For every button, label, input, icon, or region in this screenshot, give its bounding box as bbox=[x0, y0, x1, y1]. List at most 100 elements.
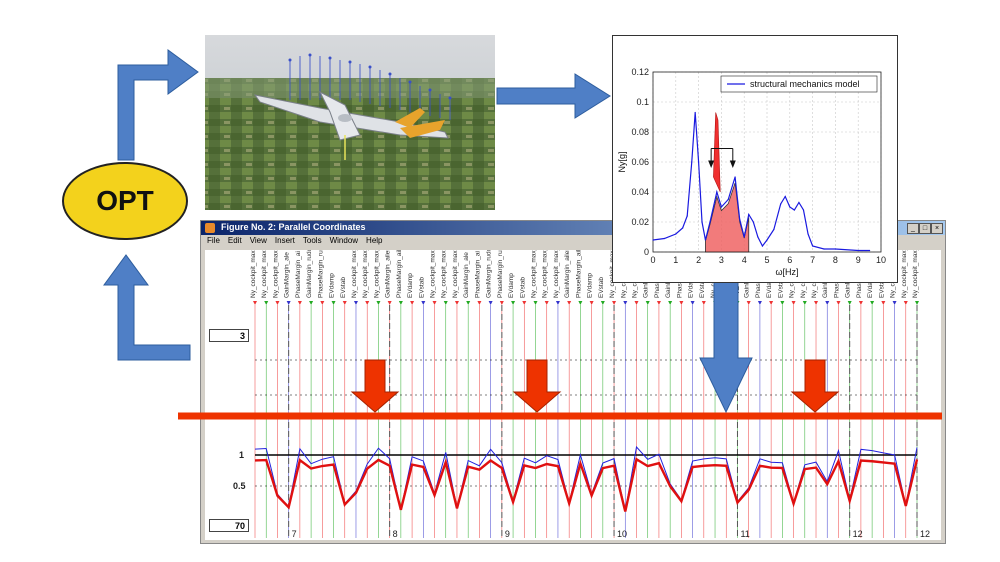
column-label: EVdamp bbox=[407, 273, 414, 298]
axis-marker bbox=[432, 301, 437, 305]
column-label: Ny_cockpit_max_1_rudder bbox=[351, 250, 358, 298]
column-label: PhaseMargin_rudder bbox=[497, 250, 504, 298]
y-tick-label: 0.08 bbox=[631, 127, 649, 137]
axis-marker bbox=[690, 301, 695, 305]
axis-marker bbox=[612, 301, 617, 305]
axis-marker bbox=[847, 301, 852, 305]
column-label: GainMargin_ale bbox=[463, 252, 470, 298]
data-point bbox=[739, 218, 741, 220]
menu-insert[interactable]: Insert bbox=[274, 236, 295, 245]
column-label: Ny_cockpit_max_2_rudder bbox=[542, 250, 549, 298]
red-down-arrow bbox=[512, 359, 562, 413]
axis-marker bbox=[836, 301, 841, 305]
axis-marker bbox=[365, 301, 370, 305]
column-label: PhaseMargin_ai bbox=[295, 251, 302, 298]
window-title: Figure No. 2: Parallel Coordinates bbox=[221, 222, 366, 232]
data-point bbox=[766, 239, 768, 241]
axis-marker bbox=[297, 301, 302, 305]
menu-help[interactable]: Help bbox=[366, 236, 383, 245]
column-label: Ny_cockpit_max bbox=[430, 250, 437, 298]
data-point bbox=[773, 228, 775, 231]
arrowhead-left bbox=[708, 160, 715, 168]
axis-marker bbox=[892, 301, 897, 305]
x-tick-label: 3 bbox=[719, 255, 724, 265]
column-label: Ny_cockpit_max_2_rudder bbox=[362, 250, 369, 298]
data-point bbox=[869, 249, 871, 252]
column-label: GainMargin_aileron bbox=[385, 250, 392, 298]
y-tick-label: 0.06 bbox=[631, 157, 649, 167]
red-down-arrow bbox=[790, 359, 840, 413]
axis-marker bbox=[421, 301, 426, 305]
menu-file[interactable]: File bbox=[207, 236, 220, 245]
axis-marker bbox=[679, 301, 684, 305]
column-label: EVstab bbox=[777, 277, 784, 298]
axis-marker bbox=[623, 301, 628, 305]
data-point bbox=[727, 198, 729, 201]
red-polyline bbox=[254, 457, 919, 512]
legend-label: structural mechanics model bbox=[750, 79, 860, 89]
data-point bbox=[686, 215, 688, 217]
group-label: 8 bbox=[393, 529, 398, 539]
chart-svg: 0 1 2 3 4 5 6 7 8 9 10 0 0.02 0.04 0.06 0.08 0.1 0.12 stru… bbox=[617, 67, 886, 277]
menu-edit[interactable]: Edit bbox=[227, 236, 242, 245]
close-button[interactable]: × bbox=[931, 223, 943, 234]
column-label: Ny_cockpit_max_1_aileron bbox=[912, 250, 919, 298]
bottom-value-input[interactable]: 70 bbox=[209, 519, 249, 532]
data-point bbox=[682, 227, 684, 229]
column-label: EVstab bbox=[598, 277, 605, 298]
data-point bbox=[716, 191, 718, 193]
column-label: Ny_cockpit_max bbox=[250, 250, 257, 298]
axis-marker bbox=[499, 301, 504, 305]
column-label: EVdamp bbox=[587, 273, 594, 298]
axis-marker bbox=[858, 301, 863, 305]
maximize-button[interactable]: □ bbox=[919, 223, 931, 234]
menu-tools[interactable]: Tools bbox=[302, 236, 322, 245]
y-tick-1: 1 bbox=[239, 450, 244, 460]
minimize-button[interactable]: _ bbox=[907, 223, 919, 234]
matlab-icon bbox=[205, 223, 215, 233]
column-label: Ny_cockpit_max bbox=[261, 250, 268, 298]
plot-frame bbox=[652, 71, 882, 253]
data-point bbox=[694, 111, 696, 114]
axis-marker bbox=[387, 301, 392, 305]
data-point bbox=[698, 161, 700, 163]
menu-window[interactable]: Window bbox=[329, 236, 359, 245]
y-tick-label: 0 bbox=[644, 247, 649, 257]
data-point bbox=[789, 206, 791, 208]
y-tick-label: 0.12 bbox=[631, 67, 649, 77]
data-point bbox=[823, 248, 825, 250]
y-tick-05: 0.5 bbox=[233, 481, 246, 491]
column-label: GainMargin_rudder bbox=[486, 250, 493, 298]
column-label: EVstab bbox=[418, 277, 425, 298]
data-point bbox=[780, 203, 782, 205]
data-point bbox=[748, 213, 750, 216]
feedback-arrow-right bbox=[117, 49, 199, 161]
axis-marker bbox=[477, 301, 482, 305]
legend: structural mechanics model bbox=[720, 75, 878, 93]
axis-marker bbox=[253, 301, 257, 305]
axis-marker bbox=[656, 301, 661, 305]
menu-view[interactable]: View bbox=[249, 236, 267, 245]
group-label: 12 bbox=[853, 529, 863, 539]
data-point bbox=[812, 245, 814, 247]
axis-marker bbox=[701, 301, 706, 305]
column-label: Ny_cockpit_max bbox=[272, 250, 279, 298]
axis-marker bbox=[881, 301, 886, 305]
column-label: EVdamp bbox=[766, 273, 773, 298]
data-point bbox=[798, 201, 800, 204]
x-tick-label: 6 bbox=[787, 255, 792, 265]
axis-marker bbox=[398, 301, 403, 305]
axis-marker bbox=[454, 301, 459, 305]
axis-marker bbox=[309, 301, 314, 305]
data-point bbox=[701, 221, 703, 223]
axis-marker bbox=[668, 301, 673, 305]
axis-marker bbox=[757, 301, 762, 305]
data-point bbox=[802, 209, 805, 211]
top-value-input[interactable]: 3 bbox=[209, 329, 249, 342]
axis-marker bbox=[443, 301, 448, 305]
axis-marker bbox=[802, 301, 807, 305]
arrow-to-chart bbox=[496, 73, 611, 119]
data-point bbox=[652, 239, 654, 241]
axis-marker bbox=[769, 301, 774, 305]
